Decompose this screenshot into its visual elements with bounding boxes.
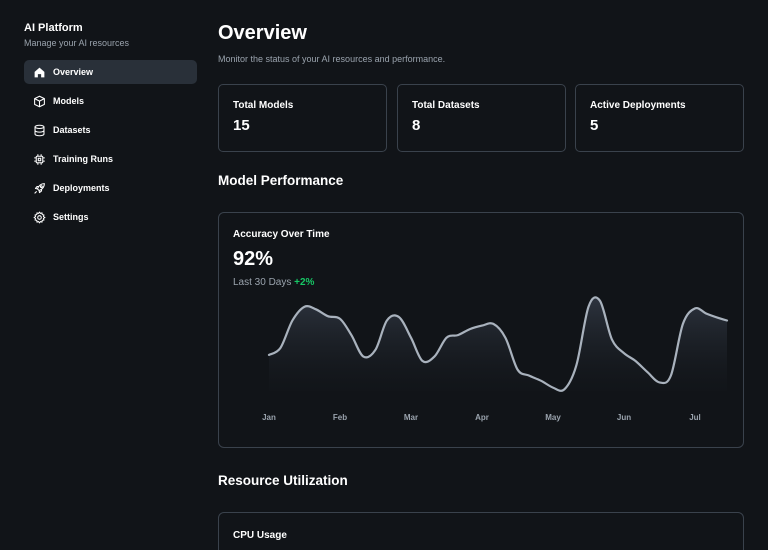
- sidebar-item-label: Datasets: [53, 125, 91, 135]
- sidebar-item-label: Deployments: [53, 183, 110, 193]
- chart-x-axis: Jan Feb Mar Apr May Jun Jul: [262, 413, 701, 422]
- x-tick-label-apr: Apr: [475, 413, 489, 422]
- section-title-resource-utilization: Resource Utilization: [218, 473, 348, 488]
- x-tick-label-jul: Jul: [689, 413, 701, 422]
- home-icon: [32, 65, 46, 79]
- x-tick-label-jan: Jan: [262, 413, 276, 422]
- stat-card-total-models: Total Models 15: [218, 84, 387, 152]
- section-title-model-performance: Model Performance: [218, 173, 344, 188]
- rocket-icon: [32, 181, 46, 195]
- cpu-usage-card: CPU Usage: [218, 512, 744, 550]
- chart-series-line: [267, 296, 729, 392]
- sidebar-item-overview[interactable]: Overview: [24, 60, 197, 84]
- accuracy-chart-card: Accuracy Over Time 92% Last 30 Days +2% …: [218, 212, 744, 448]
- stat-value: 5: [590, 117, 599, 134]
- stat-card-active-deployments: Active Deployments 5: [575, 84, 744, 152]
- sidebar-item-label: Settings: [53, 212, 89, 222]
- stat-value: 8: [412, 117, 421, 134]
- page-title: Overview: [218, 22, 307, 44]
- cpu-chip-icon: [32, 152, 46, 166]
- x-tick-label-mar: Mar: [404, 413, 418, 422]
- database-icon: [32, 123, 46, 137]
- stat-card-total-datasets: Total Datasets 8: [397, 84, 566, 152]
- chart-change: +2%: [294, 277, 315, 288]
- sidebar-item-label: Training Runs: [53, 154, 114, 164]
- app-subtitle: Manage your AI resources: [24, 38, 130, 48]
- gear-icon: [32, 210, 46, 224]
- sidebar-item-models[interactable]: Models: [24, 89, 197, 113]
- sidebar: AI Platform Manage your AI resources Ove…: [0, 0, 210, 550]
- sidebar-item-label: Models: [53, 96, 85, 106]
- main-content: Overview Monitor the status of your AI r…: [218, 0, 744, 550]
- stat-label: Total Models: [233, 100, 294, 111]
- x-tick-label-may: May: [545, 413, 561, 422]
- chart-area-fill: [269, 297, 727, 391]
- chart-period: Last 30 Days +2%: [233, 277, 314, 288]
- cpu-usage-title: CPU Usage: [233, 530, 287, 541]
- cube-icon: [32, 94, 46, 108]
- page-subtitle: Monitor the status of your AI resources …: [218, 54, 446, 64]
- stat-label: Active Deployments: [590, 100, 686, 111]
- accuracy-chart: Jan Feb Mar Apr May Jun Jul: [262, 296, 729, 422]
- sidebar-item-deployments[interactable]: Deployments: [24, 176, 197, 200]
- sidebar-item-datasets[interactable]: Datasets: [24, 118, 197, 142]
- stat-value: 15: [233, 117, 250, 134]
- x-tick-label-jun: Jun: [617, 413, 631, 422]
- sidebar-nav: Overview Models Datasets Training Runs: [24, 60, 197, 229]
- stat-label: Total Datasets: [412, 100, 480, 111]
- app-title: AI Platform: [24, 22, 83, 34]
- sidebar-item-training-runs[interactable]: Training Runs: [24, 147, 197, 171]
- chart-period-label: Last 30 Days: [233, 277, 292, 288]
- chart-title: Accuracy Over Time: [233, 229, 330, 240]
- sidebar-item-label: Overview: [53, 67, 94, 77]
- chart-current-value: 92%: [233, 248, 274, 270]
- x-tick-label-feb: Feb: [333, 413, 347, 422]
- sidebar-item-settings[interactable]: Settings: [24, 205, 197, 229]
